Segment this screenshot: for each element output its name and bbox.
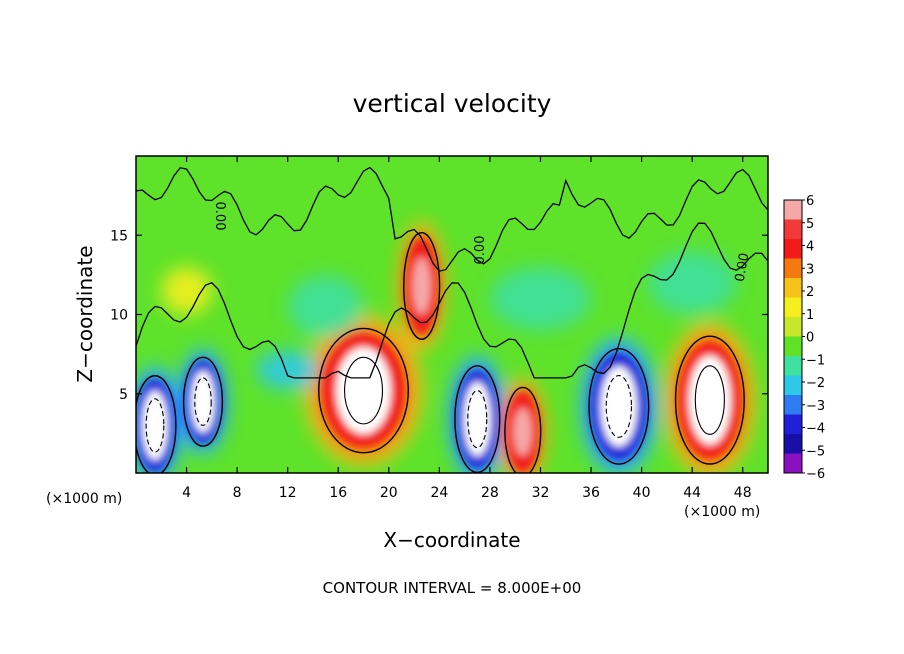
colorbar-label: −2 <box>806 376 825 391</box>
colorbar-label: 6 <box>806 194 814 209</box>
contour-zero <box>504 386 542 473</box>
contour-inner <box>467 390 488 449</box>
x-tick-label: 4 <box>182 485 191 501</box>
contour-interval-note: CONTOUR INTERVAL = 8.000E+00 <box>323 579 582 597</box>
contour-zero-top <box>136 166 768 272</box>
colorbar-swatch <box>784 258 802 279</box>
field-core <box>412 257 431 315</box>
x-tick-label: 48 <box>734 485 752 501</box>
colorbar-swatch <box>784 239 802 259</box>
contour-value-label: 0.00 <box>733 252 753 283</box>
contour-inner <box>344 356 384 425</box>
colorbar-label: −3 <box>806 399 825 414</box>
velocity-field <box>136 166 768 473</box>
colorbar-swatch <box>784 375 802 396</box>
colorbar-label: 1 <box>806 308 814 323</box>
colorbar: 6 5 4 3 2 1 0 −1 −2 −3 −4 −5 −6 <box>783 194 825 482</box>
y-axis-ticks: 5 10 15 <box>110 228 768 403</box>
contour-zero <box>318 327 409 454</box>
x-tick-label: 36 <box>582 485 600 501</box>
y-tick-label: 15 <box>110 228 128 244</box>
contour-zero <box>674 335 745 465</box>
colorbar-label: 3 <box>806 262 814 277</box>
contour-zero <box>182 356 224 447</box>
colorbar-swatch <box>784 336 802 357</box>
x-unit-left: (×1000 m) <box>46 491 122 507</box>
x-axis-ticks: 4 8 12 16 20 24 28 32 36 40 44 48 <box>182 156 752 501</box>
colorbar-swatch <box>784 278 802 298</box>
colorbar-label: −4 <box>806 422 825 437</box>
colorbar-swatch <box>784 317 802 337</box>
field-patch <box>489 266 592 331</box>
contour-zero <box>136 375 177 473</box>
field-core <box>688 355 731 445</box>
x-tick-label: 12 <box>279 485 297 501</box>
field-patch <box>647 251 737 315</box>
colorbar-label: −5 <box>806 444 825 459</box>
contour-zero-upper <box>136 222 768 379</box>
y-tick-label: 5 <box>119 387 128 403</box>
colorbar-label: −1 <box>806 353 825 368</box>
colorbar-label: 2 <box>806 285 814 300</box>
colorbar-swatch <box>784 434 802 454</box>
field-patch <box>256 350 320 390</box>
contour-inner <box>605 374 633 438</box>
contour-value-labels: 0.00 0.00 0.00 <box>212 202 752 283</box>
colorbar-swatch <box>784 219 802 240</box>
colorbar-swatch <box>784 395 802 415</box>
colorbar-swatch <box>784 297 802 318</box>
field-core <box>513 408 532 456</box>
x-tick-label: 20 <box>380 485 398 501</box>
colorbar-swatch <box>784 356 802 376</box>
colorbar-swatch <box>784 453 802 474</box>
colorbar-label: −6 <box>806 467 825 482</box>
x-tick-label: 32 <box>532 485 550 501</box>
contour-value-label: 0.00 <box>212 202 227 231</box>
field-patch <box>287 274 364 339</box>
contour-zero <box>403 232 441 340</box>
contour-inner <box>194 377 212 426</box>
x-axis-label: X−coordinate <box>383 528 520 552</box>
contour-value-label: 0.00 <box>473 236 488 265</box>
x-tick-label: 16 <box>329 485 347 501</box>
contour-inner <box>694 365 725 435</box>
y-axis-label: Z−coordinate <box>73 245 97 382</box>
field-core <box>336 347 391 434</box>
colorbar-label: 0 <box>806 331 814 346</box>
colorbar-label: 4 <box>806 240 814 255</box>
colorbar-swatch <box>784 200 802 220</box>
colorbar-label: 5 <box>806 217 814 232</box>
contour-inner <box>145 398 165 453</box>
x-tick-label: 44 <box>683 485 701 501</box>
chart-title: vertical velocity <box>353 89 552 118</box>
x-tick-label: 8 <box>233 485 242 501</box>
x-unit-right: (×1000 m) <box>684 504 760 520</box>
contour-lines <box>136 166 768 473</box>
y-tick-label: 10 <box>110 308 128 324</box>
field-patch <box>161 266 212 315</box>
x-tick-label: 24 <box>430 485 448 501</box>
x-tick-label: 28 <box>481 485 499 501</box>
x-tick-label: 40 <box>633 485 651 501</box>
colorbar-swatch <box>784 414 802 435</box>
contour-zero <box>588 348 650 465</box>
